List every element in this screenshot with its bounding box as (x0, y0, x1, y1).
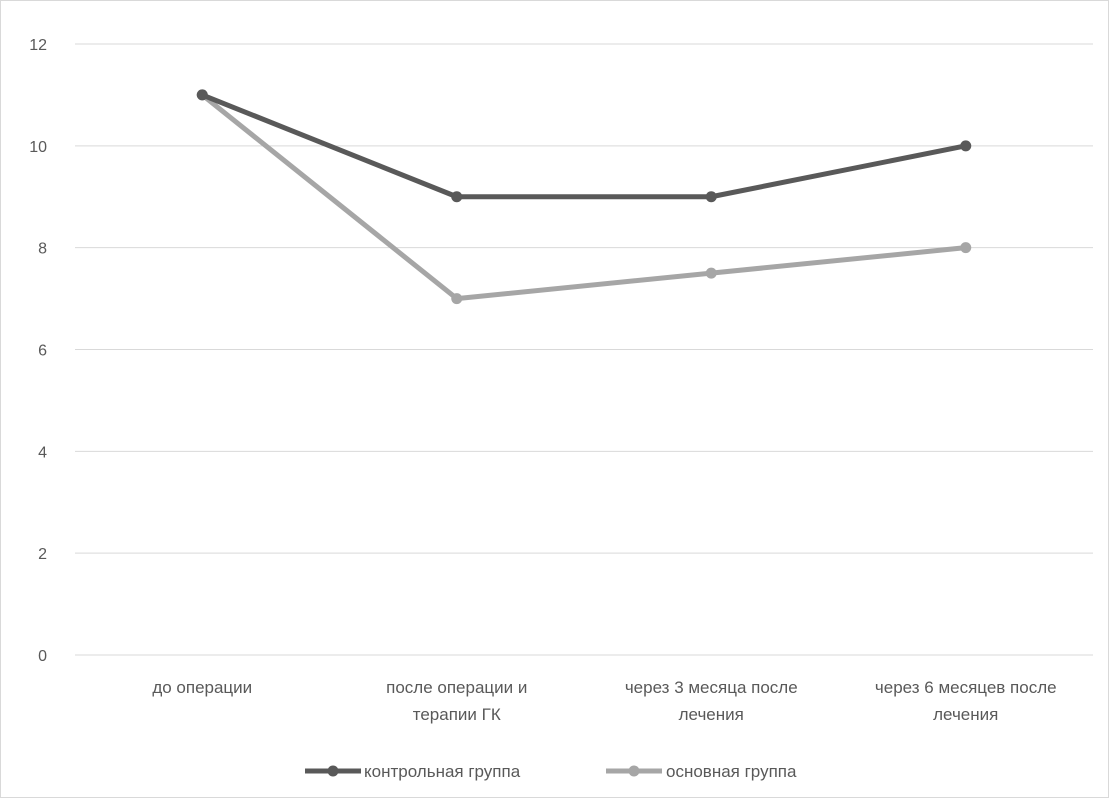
x-category-label-line: после операции и (386, 678, 527, 697)
legend-marker (628, 765, 640, 777)
x-category-label-line: терапии ГК (413, 705, 501, 724)
legend: контрольная группа основная группа (305, 762, 797, 781)
y-tick-label: 12 (29, 37, 47, 54)
data-point (960, 242, 972, 254)
data-point (451, 293, 463, 305)
series-line (199, 92, 969, 302)
data-point (960, 140, 972, 152)
x-axis-category-labels: до операции после операции и терапии ГК чер… (152, 678, 1056, 724)
x-category-label-line: лечения (679, 705, 744, 724)
legend-label: основная группа (666, 762, 797, 781)
x-category-label-line: лечения (933, 705, 998, 724)
x-category-label-line: до операции (152, 678, 252, 697)
legend-label: контрольная группа (364, 762, 521, 781)
data-point (705, 267, 717, 279)
y-tick-label: 8 (38, 241, 47, 258)
y-tick-label: 0 (38, 648, 47, 665)
series-1 (196, 89, 972, 203)
data-point (705, 191, 717, 203)
legend-marker (327, 765, 339, 777)
y-tick-label: 2 (38, 546, 47, 563)
data-point (196, 89, 208, 101)
data-point (451, 191, 463, 203)
series-layer (196, 89, 972, 305)
y-tick-label: 6 (38, 343, 47, 360)
legend-item-1: контрольная группа (305, 762, 521, 781)
y-tick-label: 10 (29, 139, 47, 156)
x-category-label: через 3 месяца после лечения (625, 678, 798, 724)
y-tick-label: 4 (38, 444, 47, 461)
x-category-label-line: через 3 месяца после (625, 678, 798, 697)
series-line (199, 92, 969, 200)
x-category-label: после операции и терапии ГК (386, 678, 527, 724)
x-category-label: до операции (152, 678, 252, 697)
gridlines (75, 43, 1093, 656)
x-category-label-line: через 6 месяцев после (875, 678, 1057, 697)
legend-item-2: основная группа (606, 762, 797, 781)
series-2 (196, 89, 972, 305)
y-axis-tick-labels: 0 2 4 6 8 10 12 (29, 37, 47, 665)
x-category-label: через 6 месяцев после лечения (875, 678, 1057, 724)
